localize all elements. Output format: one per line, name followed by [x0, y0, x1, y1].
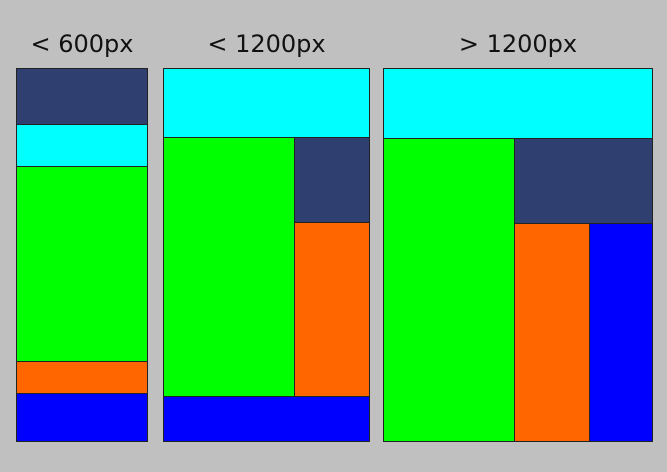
block-green — [383, 138, 515, 442]
block-cyan — [383, 68, 653, 139]
block-orange — [294, 222, 370, 397]
layout-large — [383, 68, 653, 442]
layout-small — [16, 68, 148, 442]
block-cyan — [163, 68, 370, 138]
block-green — [16, 166, 148, 362]
block-navy — [294, 137, 370, 223]
layout-label-small: < 600px — [30, 30, 134, 58]
layout-medium — [163, 68, 370, 442]
block-blue — [163, 396, 370, 442]
block-cyan — [16, 124, 148, 167]
block-orange — [514, 223, 590, 442]
layout-label-medium: < 1200px — [207, 30, 326, 58]
block-green — [163, 137, 295, 397]
layout-label-large: > 1200px — [458, 30, 578, 58]
block-navy — [514, 138, 653, 224]
block-orange — [16, 361, 148, 394]
block-blue — [16, 393, 148, 442]
block-navy — [16, 68, 148, 125]
block-blue — [589, 223, 653, 442]
